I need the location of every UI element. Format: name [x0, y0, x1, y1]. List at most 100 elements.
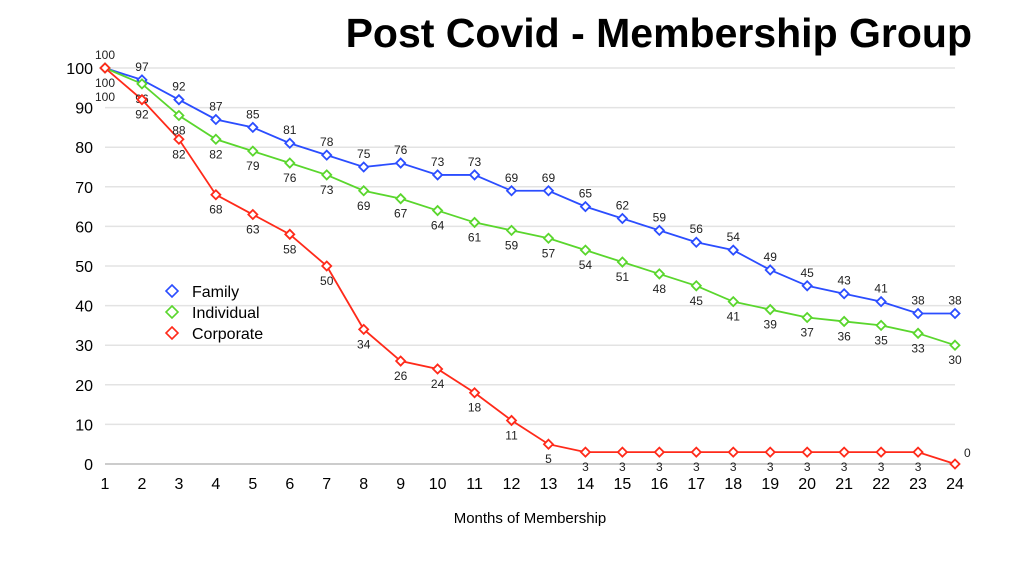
data-point-individual [320, 169, 333, 181]
data-label-individual: 30 [948, 353, 962, 367]
x-tick-label: 1 [101, 476, 110, 493]
data-point-family [727, 244, 740, 256]
data-point-family [505, 184, 518, 197]
data-point-corporate [727, 446, 740, 458]
data-label-corporate: 3 [693, 460, 700, 474]
data-point-corporate [431, 363, 444, 375]
data-point-corporate [210, 188, 222, 201]
data-point-corporate [579, 446, 592, 458]
data-point-family [616, 212, 629, 225]
data-label-family: 100 [95, 48, 115, 62]
y-tick-label: 20 [75, 378, 93, 395]
data-label-corporate: 18 [468, 401, 482, 415]
data-label-corporate: 24 [431, 377, 445, 391]
data-label-corporate: 3 [656, 460, 663, 474]
data-point-individual [653, 268, 666, 280]
y-tick-label: 90 [75, 101, 93, 118]
data-label-family: 54 [727, 230, 741, 244]
x-tick-label: 19 [761, 476, 779, 493]
x-tick-label: 16 [650, 476, 668, 493]
data-point-corporate [99, 62, 111, 74]
data-point-corporate [949, 458, 961, 470]
data-label-corporate: 3 [767, 460, 774, 474]
data-point-corporate [838, 446, 850, 458]
data-label-family: 38 [948, 294, 962, 308]
data-point-individual [912, 327, 924, 340]
data-label-corporate: 100 [95, 90, 115, 104]
y-tick-label: 40 [75, 299, 93, 316]
data-point-corporate [764, 446, 776, 458]
data-point-corporate [357, 323, 370, 336]
data-label-family: 38 [911, 294, 925, 308]
data-point-individual [505, 224, 518, 237]
data-point-individual [764, 303, 776, 316]
x-tick-label: 3 [174, 476, 183, 493]
legend-label-family: Family [192, 284, 239, 301]
data-label-family: 45 [800, 266, 814, 280]
data-label-corporate: 26 [394, 369, 408, 383]
x-tick-label: 6 [285, 476, 294, 493]
data-label-family: 92 [172, 80, 186, 94]
data-label-family: 81 [283, 123, 297, 137]
data-point-individual [801, 311, 813, 324]
x-tick-label: 7 [322, 476, 331, 493]
data-label-corporate: 58 [283, 242, 297, 256]
data-label-corporate: 3 [582, 460, 589, 474]
data-label-individual: 82 [209, 147, 223, 161]
data-point-family [431, 169, 444, 181]
y-tick-label: 60 [75, 219, 93, 236]
y-tick-label: 10 [75, 417, 93, 434]
data-label-individual: 73 [320, 183, 334, 197]
x-tick-label: 15 [613, 476, 631, 493]
data-label-individual: 100 [95, 76, 115, 90]
y-tick-label: 100 [66, 61, 93, 78]
data-label-individual: 57 [542, 246, 556, 260]
data-label-individual: 59 [505, 238, 519, 252]
x-tick-label: 5 [248, 476, 257, 493]
series-line-family [104, 67, 955, 315]
data-label-individual: 39 [764, 318, 778, 332]
data-label-individual: 64 [431, 219, 445, 233]
x-axis-label: Months of Membership [454, 510, 607, 527]
data-point-family [173, 93, 185, 106]
x-tick-label: 23 [909, 476, 927, 493]
data-point-individual [210, 133, 222, 146]
data-label-corporate: 3 [804, 460, 811, 474]
data-point-individual [394, 192, 407, 205]
x-tick-label: 11 [466, 476, 483, 493]
data-point-corporate [542, 438, 555, 450]
data-label-individual: 88 [172, 124, 186, 138]
data-label-family: 59 [653, 210, 667, 224]
y-tick-label: 0 [84, 457, 93, 474]
data-point-individual [949, 339, 961, 351]
x-tick-label: 18 [724, 476, 742, 493]
x-tick-label: 22 [872, 476, 890, 493]
data-point-individual [542, 232, 555, 245]
data-label-family: 41 [874, 282, 888, 296]
data-point-family [579, 200, 592, 213]
data-label-corporate: 82 [172, 147, 186, 161]
data-point-individual [357, 184, 370, 197]
data-point-corporate [801, 446, 813, 458]
data-label-individual: 37 [800, 325, 814, 339]
data-label-individual: 41 [727, 310, 741, 324]
x-tick-label: 2 [138, 476, 147, 493]
data-label-corporate: 34 [357, 337, 371, 351]
data-label-family: 87 [209, 99, 223, 113]
data-point-corporate [173, 133, 185, 146]
data-label-family: 78 [320, 135, 334, 149]
y-tick-label: 70 [75, 180, 93, 197]
data-point-corporate [875, 446, 887, 458]
data-point-individual [284, 157, 296, 169]
x-tick-label: 8 [359, 476, 368, 493]
data-point-family [801, 280, 813, 292]
data-point-family [357, 161, 370, 173]
data-point-corporate [247, 208, 259, 221]
data-label-corporate: 50 [320, 274, 334, 288]
x-tick-label: 14 [577, 476, 595, 493]
data-point-corporate [505, 414, 518, 427]
series-line-individual [104, 67, 956, 347]
legend-label-individual: Individual [192, 305, 260, 322]
data-point-corporate [136, 93, 148, 106]
data-point-family [838, 287, 850, 300]
